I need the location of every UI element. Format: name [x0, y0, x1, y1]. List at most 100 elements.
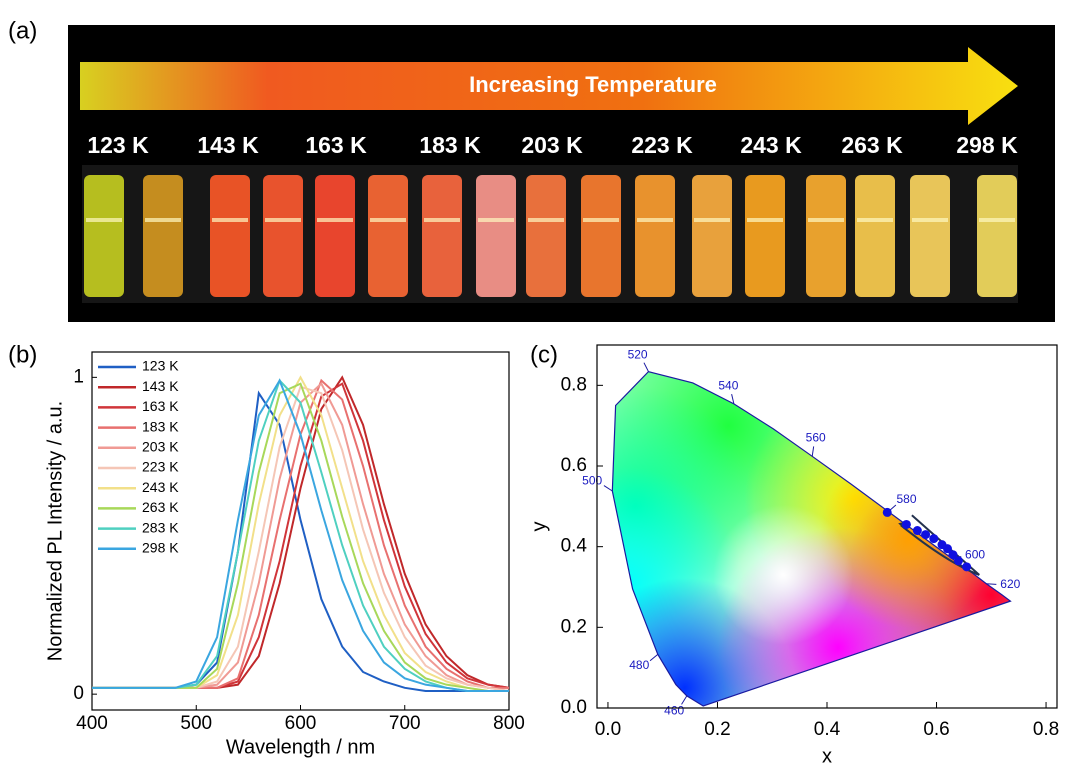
chromaticity-point	[912, 526, 922, 536]
vial	[368, 175, 408, 297]
vial	[143, 175, 183, 297]
y-tick-label: 1	[73, 366, 84, 387]
vial	[635, 175, 675, 297]
wavelength-label: 460	[664, 703, 684, 717]
temperature-label: 143 K	[197, 132, 259, 158]
chromaticity-point	[921, 530, 931, 540]
vial-highlight	[145, 218, 181, 222]
temperature-label: 183 K	[419, 132, 481, 158]
vial	[84, 175, 124, 297]
legend-label: 123 K	[142, 358, 179, 374]
temperature-label: 298 K	[956, 132, 1018, 158]
wavelength-tick	[681, 695, 688, 705]
vial-highlight	[528, 218, 564, 222]
vial-highlight	[478, 218, 514, 222]
arrow-text: Increasing Temperature	[469, 72, 717, 97]
y-tick-label: 0.0	[561, 697, 587, 718]
x-tick-label: 0.4	[814, 719, 841, 740]
vial	[526, 175, 566, 297]
vial-highlight	[637, 218, 673, 222]
legend-label: 263 K	[142, 499, 179, 515]
legend-label: 183 K	[142, 418, 179, 434]
legend-label: 298 K	[142, 540, 179, 556]
spectral-locus	[611, 370, 1012, 707]
wavelength-tick	[731, 394, 735, 405]
vial-highlight	[694, 218, 730, 222]
trend-arrow	[900, 514, 980, 576]
temperature-arrow	[80, 47, 1018, 125]
vial-highlight	[808, 218, 844, 222]
wavelength-label: 520	[628, 348, 648, 362]
wavelength-tick	[649, 653, 659, 662]
chromaticity-point	[942, 544, 952, 554]
x-axis-label: x	[822, 745, 832, 766]
cie-color	[713, 504, 854, 645]
vial	[263, 175, 303, 297]
y-tick-label: 0.4	[561, 536, 588, 557]
chromaticity-point	[901, 519, 911, 529]
vial-highlight	[747, 218, 783, 222]
temperature-label: 203 K	[521, 132, 583, 158]
legend-label: 163 K	[142, 398, 179, 414]
x-tick-label: 0.0	[595, 719, 621, 740]
wavelength-tick	[603, 485, 613, 492]
vial	[315, 175, 355, 297]
x-tick-label: 600	[285, 713, 317, 734]
panel-label: (c)	[530, 341, 558, 368]
chromaticity-point	[948, 550, 958, 560]
y-axis-label: Normalized PL Intensity / a.u.	[44, 401, 66, 662]
chromaticity-point	[962, 562, 972, 572]
wavelength-label: 580	[896, 492, 916, 506]
vial	[210, 175, 250, 297]
panel-label: (a)	[8, 17, 37, 44]
temperature-label: 263 K	[841, 132, 903, 158]
legend-label: 243 K	[142, 479, 179, 495]
spectrum-line	[92, 378, 509, 692]
vial-highlight	[912, 218, 948, 222]
legend-label: 223 K	[142, 459, 179, 475]
x-axis-label: Wavelength / nm	[226, 736, 375, 758]
y-tick-label: 0.8	[561, 374, 587, 395]
vial-highlight	[265, 218, 301, 222]
temperature-label: 223 K	[631, 132, 693, 158]
chromaticity-point	[953, 556, 963, 566]
legend-label: 203 K	[142, 439, 179, 455]
vial-highlight	[583, 218, 619, 222]
legend-label: 283 K	[142, 519, 179, 535]
vial-highlight	[857, 218, 893, 222]
legend-label: 143 K	[142, 378, 179, 394]
vial-highlight	[317, 218, 353, 222]
y-axis-label: y	[528, 522, 550, 532]
wavelength-label: 560	[806, 431, 826, 445]
wavelength-label: 620	[1000, 577, 1020, 591]
x-tick-label: 700	[389, 713, 421, 734]
vial-highlight	[370, 218, 406, 222]
x-tick-label: 500	[180, 713, 212, 734]
wavelength-label: 480	[629, 658, 649, 672]
vials	[84, 175, 1017, 297]
chromaticity-point	[929, 534, 939, 544]
wavelength-label: 540	[718, 379, 738, 393]
vial	[806, 175, 846, 297]
vial-highlight	[86, 218, 122, 222]
wavelength-tick	[986, 583, 997, 585]
vial	[855, 175, 895, 297]
vial	[476, 175, 516, 297]
x-tick-label: 0.6	[923, 719, 949, 740]
cie-diagram	[612, 371, 1011, 706]
vial	[581, 175, 621, 297]
y-tick-label: 0.6	[561, 455, 587, 476]
vial	[977, 175, 1017, 297]
wavelength-tick	[643, 362, 649, 372]
x-tick-label: 0.8	[1033, 719, 1059, 740]
vial	[692, 175, 732, 297]
chromaticity-point	[882, 507, 892, 517]
vial	[422, 175, 462, 297]
wavelength-tick	[811, 446, 815, 457]
vial	[910, 175, 950, 297]
x-tick-label: 0.2	[704, 719, 730, 740]
wavelength-label: 600	[965, 548, 985, 562]
x-tick-label: 400	[76, 713, 108, 734]
y-tick-label: 0	[73, 683, 84, 704]
